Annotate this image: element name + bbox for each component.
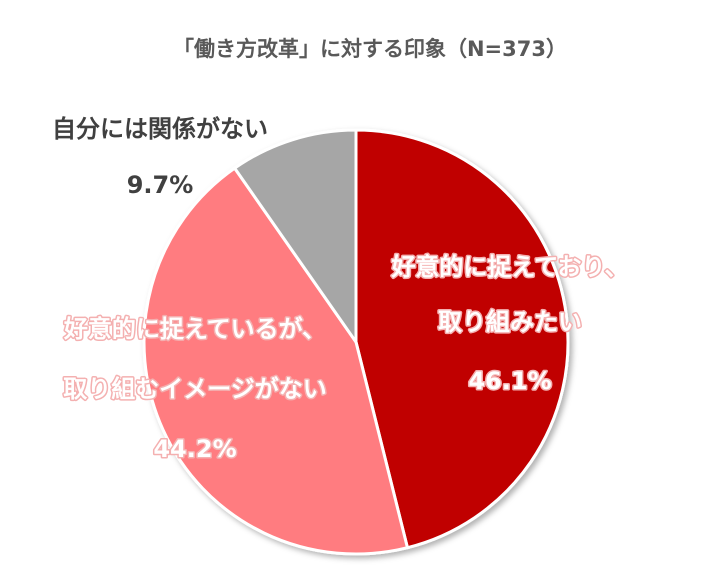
slice-label: 自分には関係がない bbox=[52, 115, 268, 143]
value-label: 9.7% bbox=[127, 171, 194, 199]
slice-label: 取り組むイメージがない bbox=[63, 375, 327, 403]
value-label: 44.2% bbox=[153, 435, 236, 463]
slice-label: 取り組みたい bbox=[438, 308, 582, 336]
labels: 好意的に捉えており、取り組みたい 46.1% 好意的に捉えているが、取り組むイメージ… bbox=[52, 115, 630, 465]
pie-slice bbox=[354, 128, 570, 550]
value-label: 46.1% bbox=[468, 367, 551, 395]
pie bbox=[142, 128, 570, 556]
pie-slice bbox=[232, 128, 358, 347]
slice-label: 好意的に捉えており、 bbox=[390, 253, 628, 281]
pie-slice bbox=[142, 166, 410, 556]
slice-label: 好意的に捉えているが、 bbox=[63, 315, 326, 343]
chart-title: 「働き方改革」に対する印象（N=373） bbox=[173, 37, 567, 61]
